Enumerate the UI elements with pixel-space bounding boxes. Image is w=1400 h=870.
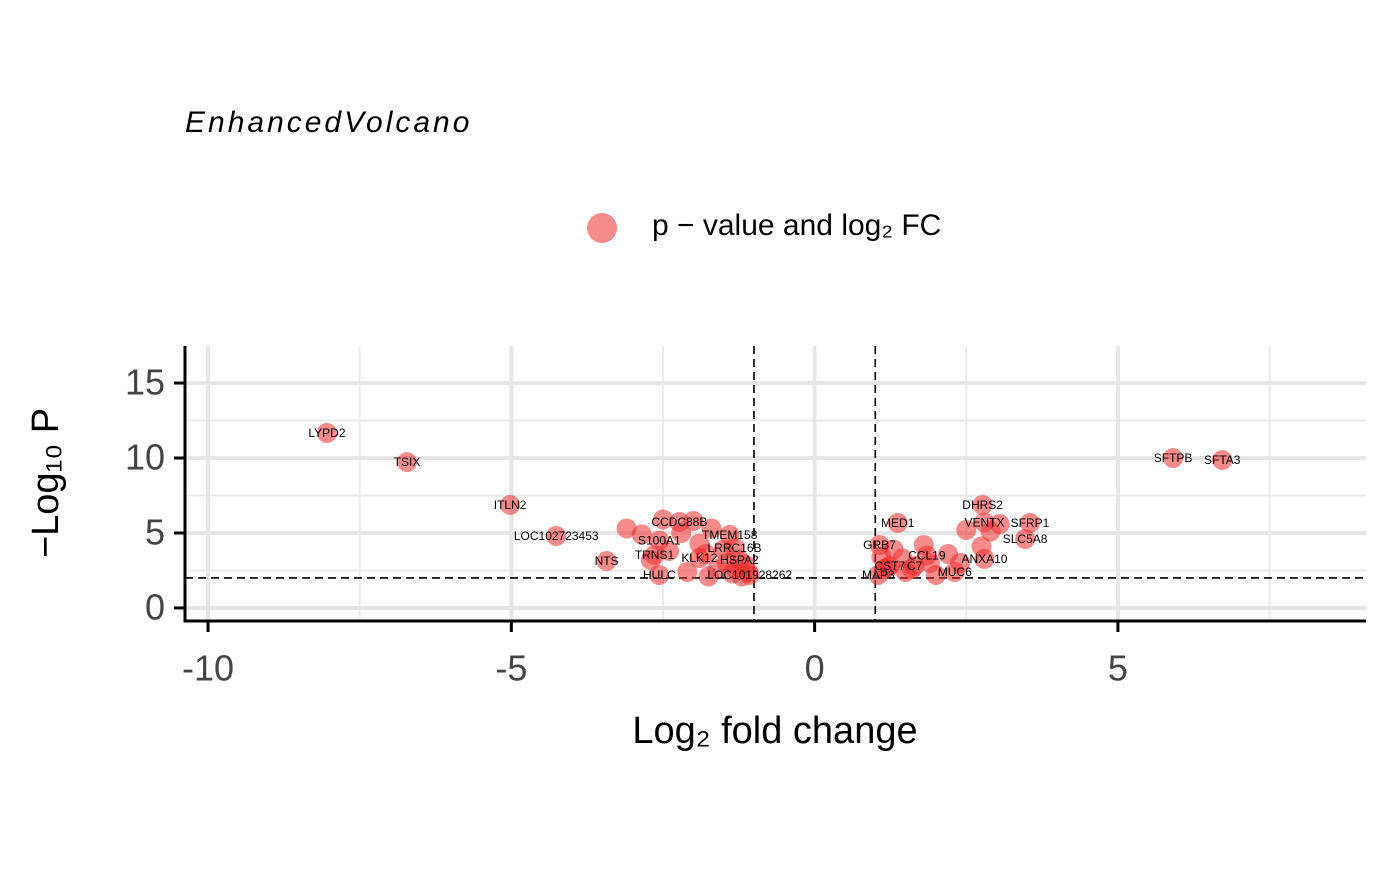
point <box>971 536 992 557</box>
point-label: LOC101928262 <box>707 568 792 582</box>
point-label: KLK12 <box>681 551 717 565</box>
point-label: CST7 <box>874 559 905 573</box>
point <box>1163 448 1184 469</box>
point <box>546 525 567 546</box>
point <box>1019 512 1040 533</box>
y-tick-label: 0 <box>145 586 165 627</box>
point <box>887 512 908 533</box>
point-label: C7 <box>907 559 923 573</box>
x-tick-label: -10 <box>182 648 234 689</box>
point <box>500 494 521 515</box>
point <box>698 566 719 587</box>
point <box>972 494 993 515</box>
point <box>683 510 704 531</box>
point-label: DHRS2 <box>962 498 1003 512</box>
point-label: LRRC16B <box>708 541 762 555</box>
point <box>956 519 977 540</box>
chart-title: EnhancedVolcano <box>185 106 472 139</box>
point-label: SFTA3 <box>1204 453 1241 467</box>
legend-label: p − value and log₂ FC <box>652 209 941 242</box>
point-label: HULC <box>643 568 676 582</box>
point <box>895 561 916 582</box>
point-label: S100A1 <box>638 534 681 548</box>
x-tick-label: 0 <box>805 648 825 689</box>
point-label: LYPD2 <box>308 426 345 440</box>
point-label: NTS <box>595 554 619 568</box>
point <box>596 551 617 572</box>
point-label: CCL19 <box>908 549 946 563</box>
point <box>640 549 661 570</box>
point-label: CCDC88B <box>651 515 707 529</box>
point-label: SFRP1 <box>1011 516 1050 530</box>
point-label: ITLN2 <box>494 498 527 512</box>
point-label: MAP3 <box>862 568 895 582</box>
point <box>701 518 722 539</box>
point-label: GRB7 <box>863 538 896 552</box>
point-label: MUC6 <box>938 565 972 579</box>
point <box>652 509 673 530</box>
point-label: ANXA10 <box>961 552 1007 566</box>
point <box>649 564 670 585</box>
point-label: TMEM158 <box>702 528 758 542</box>
x-axis-title: Log₂ fold change <box>632 710 917 752</box>
point <box>989 513 1010 534</box>
y-tick-label: 15 <box>125 362 165 403</box>
point <box>725 558 746 579</box>
point-label: VENTX <box>964 516 1004 530</box>
point <box>659 540 680 561</box>
point <box>677 561 698 582</box>
x-tick-label: 5 <box>1108 648 1128 689</box>
point <box>397 452 418 473</box>
point <box>316 422 337 443</box>
point-label: LOC102723453 <box>514 529 599 543</box>
point-label: SLC5A8 <box>1003 532 1048 546</box>
x-tick-label: -5 <box>495 648 527 689</box>
point <box>950 552 971 573</box>
y-tick-label: 5 <box>145 511 165 552</box>
point <box>631 524 652 545</box>
y-tick-label: 10 <box>125 437 165 478</box>
point <box>616 518 637 539</box>
y-axis-title: −Log₁₀ P <box>25 408 67 558</box>
point-label: TRNS1 <box>635 548 675 562</box>
point <box>1212 449 1233 470</box>
point-label: MED1 <box>881 516 915 530</box>
point <box>1015 528 1036 549</box>
point <box>874 558 895 579</box>
point <box>913 534 934 555</box>
point <box>695 543 716 564</box>
point-label: HSPA2 <box>720 553 759 567</box>
point-label: TSIX <box>394 455 421 469</box>
point-label: SFTPB <box>1154 451 1193 465</box>
legend-marker <box>587 213 617 243</box>
point <box>919 552 940 573</box>
